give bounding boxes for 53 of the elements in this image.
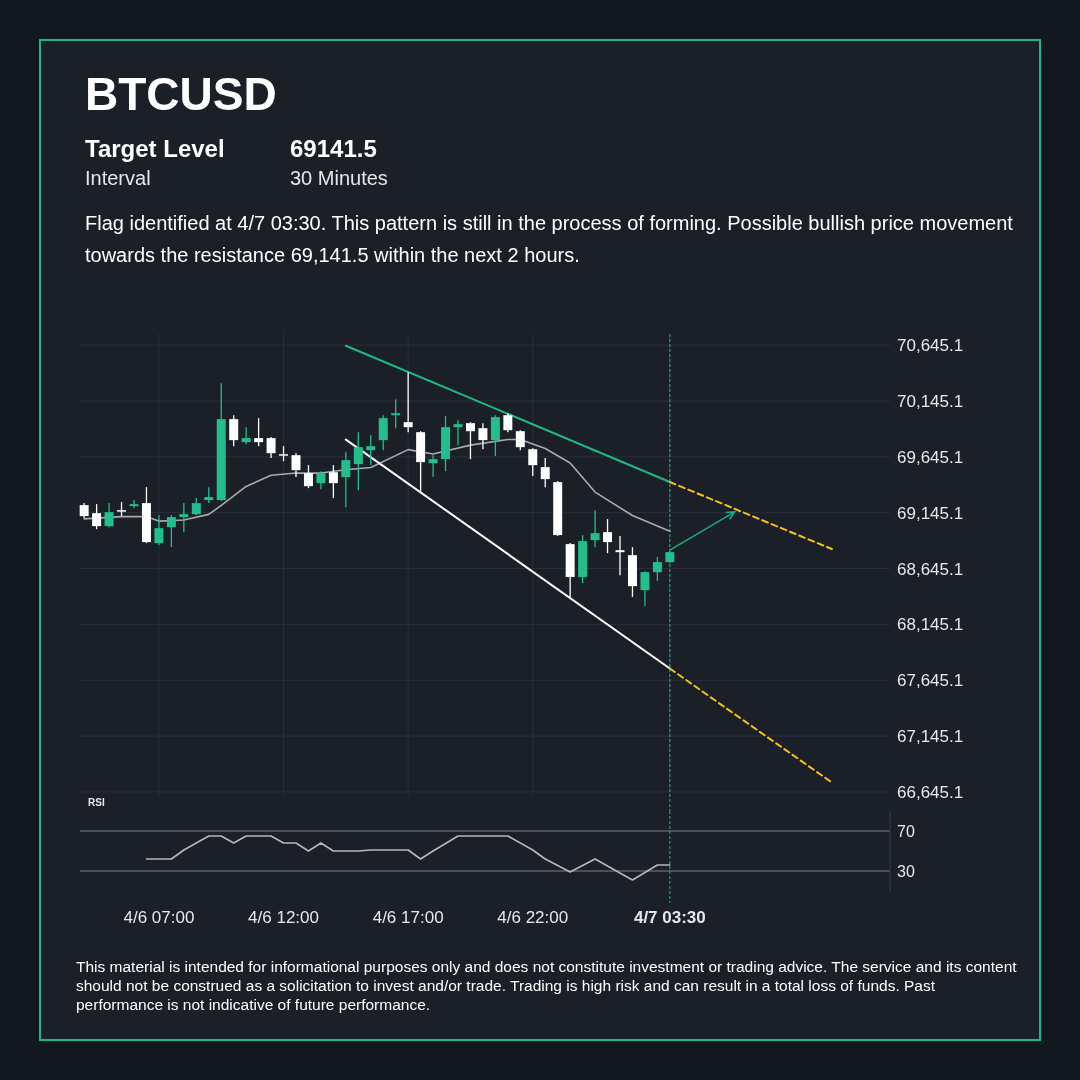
x-tick-label: 4/6 12:00 <box>248 908 319 927</box>
candlestick <box>640 570 650 607</box>
candlestick <box>478 422 488 450</box>
candlestick <box>303 464 313 489</box>
candlestick <box>154 514 164 546</box>
candlestick <box>528 447 538 477</box>
y-tick-label: 70,145.1 <box>897 391 964 411</box>
candlestick <box>603 518 613 554</box>
x-tick-label: 4/6 22:00 <box>497 908 569 927</box>
candlestick <box>428 454 438 478</box>
candlestick <box>403 371 413 433</box>
y-tick-label: 68,645.1 <box>897 559 964 579</box>
candlestick <box>341 451 351 508</box>
candlestick <box>490 414 500 457</box>
y-tick-label: 69,645.1 <box>897 447 964 467</box>
candlestick <box>266 436 276 459</box>
chart-title: RSI <box>88 797 105 808</box>
y-tick-label: 70,645.1 <box>897 336 964 356</box>
chart-subtitle: Flag identified at 4/7 03:30. This pattern is still in the process of forming. Possible bullish price movement towards the resistance 69,141.5 within the next 2 hours. <box>85 212 1014 266</box>
text: 69141.5 <box>290 135 377 162</box>
y-tick-label: 67,145.1 <box>897 727 964 747</box>
text: Target Level <box>85 135 225 162</box>
candlestick <box>291 452 301 478</box>
candlestick <box>166 514 176 548</box>
x-tick-label: 4/6 07:00 <box>123 908 195 927</box>
text: 30 Minutes <box>290 167 388 189</box>
candlestick <box>391 398 401 429</box>
x-tick-label: 4/6 17:00 <box>372 908 444 927</box>
text: Interval <box>85 167 151 189</box>
candlestick <box>92 503 102 530</box>
candlestick <box>515 429 525 451</box>
y-tick-label: 69,145.1 <box>897 503 964 523</box>
chart-title: BTCUSD <box>85 68 277 120</box>
y-tick-label: 67,645.1 <box>897 671 964 691</box>
candlestick <box>229 414 239 447</box>
x-tick-label: 4/7 03:30 <box>633 908 706 927</box>
candlestick <box>503 412 513 433</box>
candlestick <box>179 502 189 533</box>
candlestick <box>328 464 338 499</box>
text: This material is intended for informational purposes only and does not constitute investment or trading advice. The service and its content should not be construed as a solicitation to invest and/or trade. Trading is high risk and can result in a total loss of funds. Past performance is not indicative of future performance. <box>76 958 1018 1013</box>
candlestick <box>104 502 114 528</box>
candlestick <box>353 431 363 491</box>
y-tick-label: 68,145.1 <box>897 615 964 635</box>
candlestick <box>652 556 662 582</box>
candlestick <box>465 421 475 460</box>
candlestick <box>378 414 388 451</box>
y-tick-label: 66,645.1 <box>897 782 964 802</box>
candlestick <box>540 457 550 488</box>
y-tick-label: 30 <box>897 862 915 880</box>
candlestick <box>590 509 600 548</box>
candlestick <box>254 417 264 447</box>
y-tick-label: 70 <box>897 822 915 840</box>
candlestick <box>366 434 376 466</box>
